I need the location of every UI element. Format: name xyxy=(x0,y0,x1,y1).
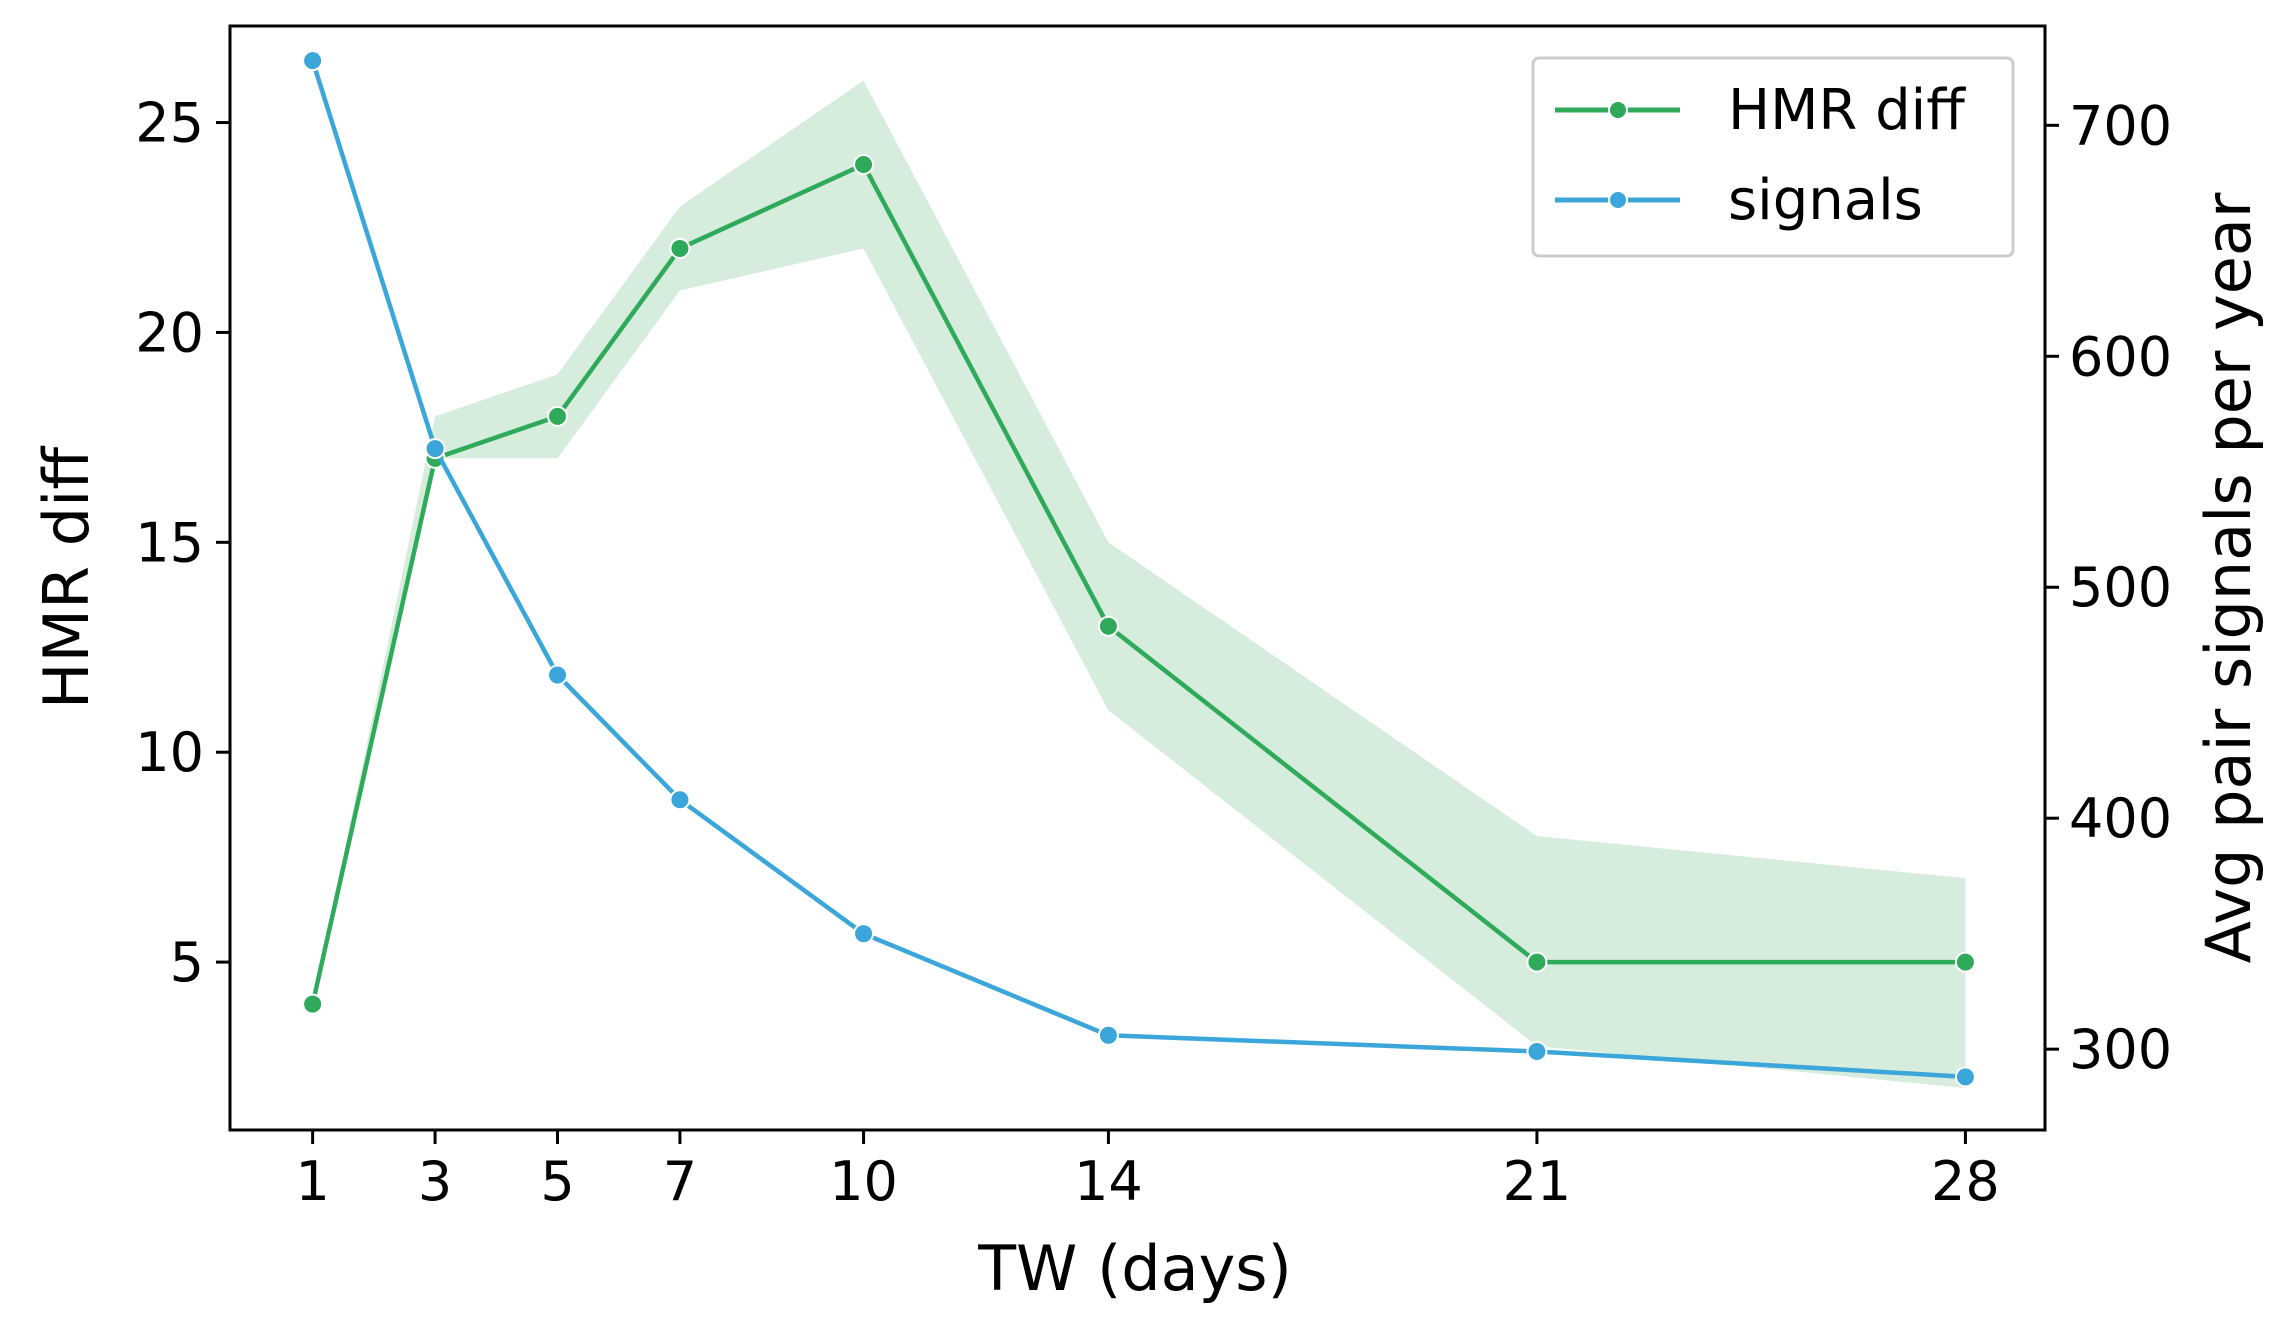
hmr-diff-point xyxy=(669,237,691,259)
x-tick-label: 5 xyxy=(540,1150,574,1213)
x-tick-label: 21 xyxy=(1503,1150,1572,1213)
x-tick-label: 1 xyxy=(295,1150,329,1213)
y2-tick-label: 400 xyxy=(2069,787,2172,850)
legend-signals-marker xyxy=(1608,190,1628,210)
y2-tick-label: 300 xyxy=(2069,1018,2172,1081)
y-tick-label: 10 xyxy=(135,721,204,784)
y-tick-label: 5 xyxy=(170,931,204,994)
y2-tick-label: 600 xyxy=(2069,325,2172,388)
x-axis-label: TW (days) xyxy=(977,1232,1292,1305)
y-tick-label: 15 xyxy=(135,511,204,574)
legend-hmr-marker xyxy=(1608,100,1628,120)
hmr-diff-point xyxy=(546,405,568,427)
signals-point xyxy=(1097,1024,1119,1046)
signals-point xyxy=(853,923,875,945)
confidence-band-layer xyxy=(312,80,1966,1089)
signals-point xyxy=(669,789,691,811)
legend-hmr-label: HMR diff xyxy=(1728,78,1966,143)
x-tick-label: 14 xyxy=(1074,1150,1143,1213)
signals-line xyxy=(310,59,1966,1080)
hmr-diff-point xyxy=(1097,615,1119,637)
y-axis-left: 5 10 15 20 25 xyxy=(135,92,230,994)
signals-point xyxy=(1954,1066,1976,1088)
y2-tick-label: 500 xyxy=(2069,556,2172,619)
hmr-diff-point xyxy=(853,154,875,176)
x-tick-label: 28 xyxy=(1931,1150,2000,1213)
x-tick-label: 10 xyxy=(829,1150,898,1213)
signals-point xyxy=(424,438,446,460)
signals-point xyxy=(1526,1040,1548,1062)
hmr-diff-point xyxy=(302,993,324,1015)
legend: HMR diff signals xyxy=(1531,56,2015,258)
plot-frame xyxy=(228,24,2047,1132)
hmr-diff-line xyxy=(310,162,1966,1005)
signals-point xyxy=(546,664,568,686)
y-tick-label: 20 xyxy=(135,301,204,364)
x-tick-label: 7 xyxy=(663,1150,697,1213)
y2-tick-label: 700 xyxy=(2069,94,2172,157)
legend-signals-label: signals xyxy=(1728,168,1923,233)
hmr-diff-band xyxy=(312,80,1966,1089)
hmr-diff-point xyxy=(1526,951,1548,973)
y-tick-label: 25 xyxy=(135,92,204,155)
y-axis-left-label: HMR diff xyxy=(30,446,103,709)
x-tick-label: 3 xyxy=(418,1150,452,1213)
x-axis: 1 3 5 7 10 14 21 28 xyxy=(295,1130,2000,1213)
hmr-diff-point xyxy=(1954,951,1976,973)
y-axis-right: 300 400 500 600 700 xyxy=(2045,94,2172,1081)
signals-point xyxy=(302,50,324,72)
signals-series xyxy=(302,50,1976,1088)
y-axis-right-label: Avg pair signals per year xyxy=(2192,192,2265,963)
